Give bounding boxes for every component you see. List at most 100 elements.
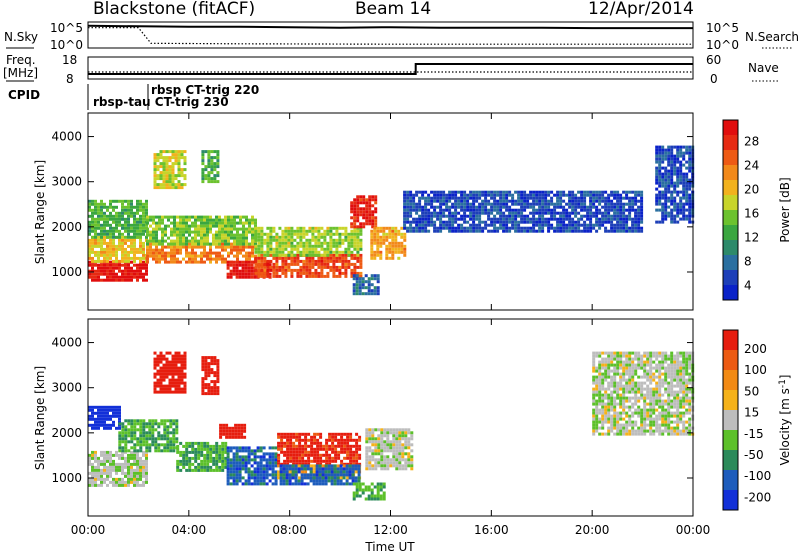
heat-cell xyxy=(283,470,286,473)
heat-cell xyxy=(227,261,230,264)
heat-cell xyxy=(210,165,213,168)
heat-cell xyxy=(368,207,371,210)
heat-cell xyxy=(139,236,142,239)
heat-cell xyxy=(296,263,299,266)
heat-cell xyxy=(508,206,511,209)
heat-cell xyxy=(394,248,397,251)
heat-cell xyxy=(139,463,142,466)
heat-cell xyxy=(556,197,559,200)
heat-cell xyxy=(293,257,296,260)
heat-cell xyxy=(166,443,169,446)
heat-cell xyxy=(628,200,631,203)
heat-cell xyxy=(133,230,136,233)
heat-cell xyxy=(178,159,181,162)
heat-cell xyxy=(207,153,210,156)
heat-cell xyxy=(178,174,181,177)
heat-cell xyxy=(448,227,451,230)
heat-cell xyxy=(673,191,676,194)
heat-cell xyxy=(325,445,328,448)
heat-cell xyxy=(216,368,219,371)
heat-cell xyxy=(664,152,667,155)
heat-cell xyxy=(176,469,179,472)
heat-cell xyxy=(395,428,398,431)
heat-cell xyxy=(280,448,283,451)
heat-cell xyxy=(139,472,142,475)
heat-cell xyxy=(322,460,325,463)
heat-cell xyxy=(136,251,139,254)
heat-cell xyxy=(365,461,368,464)
heat-cell xyxy=(430,191,433,194)
heat-cell xyxy=(175,373,178,376)
heat-cell xyxy=(395,434,398,437)
heat-cell xyxy=(127,279,130,282)
heat-cell xyxy=(269,260,272,263)
heat-cell xyxy=(221,258,224,261)
heat-cell xyxy=(124,463,127,466)
heat-cell xyxy=(227,449,230,452)
heat-cell xyxy=(410,443,413,446)
heat-cell xyxy=(622,197,625,200)
heat-cell xyxy=(254,257,257,260)
heat-cell xyxy=(124,236,127,239)
heat-cell xyxy=(511,209,514,212)
heat-cell xyxy=(664,203,667,206)
heat-cell xyxy=(103,248,106,251)
heat-cell xyxy=(207,389,210,392)
heat-cell xyxy=(325,442,328,445)
heat-cell xyxy=(251,228,254,231)
heat-cell xyxy=(307,445,310,448)
heat-cell xyxy=(655,179,658,182)
heat-cell xyxy=(207,383,210,386)
heat-cell xyxy=(91,251,94,254)
heat-cell xyxy=(389,461,392,464)
heat-cell xyxy=(685,215,688,218)
heat-cell xyxy=(197,234,200,237)
heat-cell xyxy=(658,152,661,155)
heat-cell xyxy=(188,225,191,228)
heat-cell xyxy=(91,209,94,212)
heat-cell xyxy=(251,473,254,476)
heat-cell xyxy=(304,470,307,473)
heat-cell xyxy=(112,415,115,418)
heat-cell xyxy=(167,243,170,246)
heat-cell xyxy=(260,476,263,479)
heat-cell xyxy=(598,194,601,197)
heat-cell xyxy=(127,260,130,263)
heat-cell xyxy=(155,255,158,258)
heat-cell xyxy=(145,431,148,434)
heat-cell xyxy=(580,191,583,194)
heat-cell xyxy=(181,355,184,358)
heat-cell xyxy=(478,191,481,194)
heat-cell xyxy=(287,242,290,245)
heat-cell xyxy=(401,458,404,461)
heat-cell xyxy=(523,200,526,203)
heat-cell xyxy=(673,167,676,170)
heat-cell xyxy=(103,466,106,469)
heat-cell xyxy=(388,233,391,236)
heat-cell xyxy=(655,203,658,206)
heat-cell xyxy=(328,445,331,448)
heat-cell xyxy=(115,212,118,215)
heat-cell xyxy=(304,473,307,476)
heat-cell xyxy=(197,451,200,454)
heat-cell xyxy=(148,434,151,437)
heat-cell xyxy=(204,365,207,368)
heat-cell xyxy=(239,249,242,252)
heat-cell xyxy=(100,224,103,227)
heat-cell xyxy=(218,466,221,469)
heat-cell xyxy=(401,446,404,449)
heat-cell xyxy=(365,431,368,434)
heat-cell xyxy=(225,427,228,430)
heat-cell xyxy=(401,431,404,434)
heat-cell xyxy=(133,446,136,449)
heat-cell xyxy=(272,455,275,458)
heat-cell xyxy=(188,460,191,463)
heat-cell xyxy=(127,484,130,487)
heat-cell xyxy=(172,162,175,165)
heat-cell xyxy=(197,219,200,222)
heat-cell xyxy=(356,204,359,207)
heat-cell xyxy=(289,448,292,451)
heat-cell xyxy=(157,165,160,168)
heat-cell xyxy=(139,434,142,437)
heat-cell xyxy=(257,248,260,251)
